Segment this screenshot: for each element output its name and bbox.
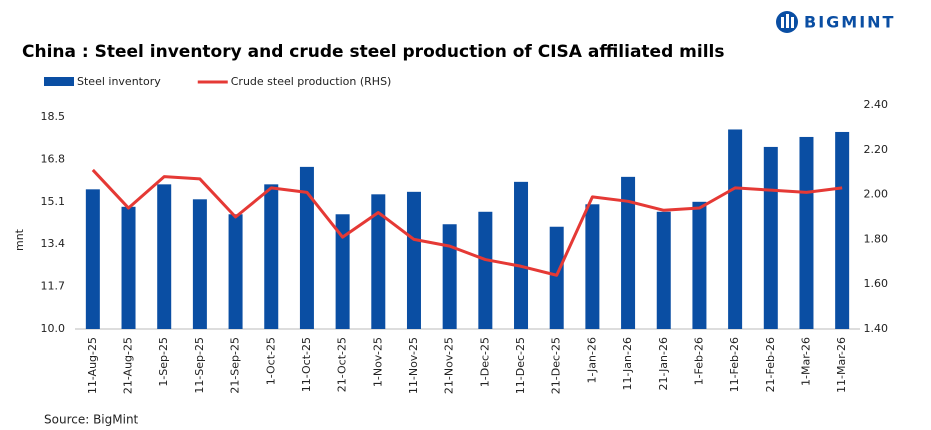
x-tick-label: 1-Mar-26: [799, 337, 812, 386]
x-tick-label: 11-Dec-25: [514, 337, 527, 394]
chart-title: China : Steel inventory and crude steel …: [22, 42, 724, 62]
bar: [621, 176, 636, 329]
y2-tick-label: 2.40: [864, 98, 889, 111]
y2-tick-label: 2.00: [864, 188, 889, 201]
bar: [549, 226, 564, 329]
legend-swatch: [44, 77, 74, 86]
bar: [406, 191, 421, 329]
x-tick-label: 11-Sep-25: [193, 337, 206, 394]
x-tick-label: 11-Mar-26: [835, 337, 848, 393]
x-tick-label: 21-Sep-25: [229, 337, 242, 394]
y2-tick-label: 1.40: [864, 322, 889, 335]
y-tick-label: 11.7: [41, 280, 66, 293]
y-tick-label: 18.5: [41, 110, 66, 123]
y-axis-label: mnt: [13, 228, 26, 251]
x-tick-label: 21-Feb-26: [764, 337, 777, 392]
bar: [514, 181, 529, 329]
x-tick-label: 21-Jan-26: [657, 337, 670, 391]
y-tick-label: 13.4: [41, 237, 66, 250]
x-tick-label: 1-Oct-25: [264, 337, 277, 385]
bar: [335, 214, 350, 329]
x-tick-label: 1-Jan-26: [585, 337, 598, 384]
bar: [692, 201, 707, 329]
bar: [656, 211, 671, 329]
y-tick-label: 16.8: [41, 152, 66, 165]
bar: [264, 184, 279, 329]
x-tick-label: 1-Sep-25: [157, 337, 170, 387]
x-tick-label: 11-Jan-26: [621, 337, 634, 391]
y2-tick-label: 1.80: [864, 232, 889, 245]
source: Source: BigMint: [44, 413, 139, 427]
x-tick-label: 21-Dec-25: [550, 337, 563, 394]
y2-tick-label: 2.20: [864, 143, 889, 156]
x-tick-label: 1-Nov-25: [371, 337, 384, 387]
y2-tick-label: 1.60: [864, 277, 889, 290]
x-tick-label: 11-Oct-25: [300, 337, 313, 392]
bar: [157, 184, 172, 329]
bar: [585, 204, 600, 329]
bar: [85, 189, 100, 329]
x-tick-label: 11-Feb-26: [728, 337, 741, 392]
bar: [799, 136, 814, 329]
bar: [299, 166, 314, 329]
x-tick-label: 21-Aug-25: [122, 337, 135, 394]
line: [91, 168, 843, 277]
bar: [371, 194, 386, 329]
bar: [121, 206, 136, 329]
legend-label: Steel inventory: [77, 75, 161, 88]
bar: [442, 224, 457, 329]
bar: [835, 131, 850, 329]
legend-label: Crude steel production (RHS): [231, 75, 392, 88]
x-tick-label: 11-Nov-25: [407, 337, 420, 394]
x-tick-label: 11-Aug-25: [86, 337, 99, 394]
y-tick-label: 15.1: [41, 195, 66, 208]
x-tick-label: 21-Nov-25: [443, 337, 456, 394]
logo-icon: [776, 11, 798, 33]
y-tick-label: 10.0: [41, 322, 66, 335]
x-tick-label: 1-Feb-26: [692, 337, 705, 385]
bar: [763, 146, 778, 329]
bar: [228, 214, 243, 329]
bar: [192, 199, 207, 329]
bar: [728, 129, 743, 329]
logo-text: BIGMINT: [804, 13, 895, 32]
x-tick-label: 21-Oct-25: [336, 337, 349, 392]
x-tick-label: 1-Dec-25: [478, 337, 491, 387]
bar: [478, 211, 493, 329]
